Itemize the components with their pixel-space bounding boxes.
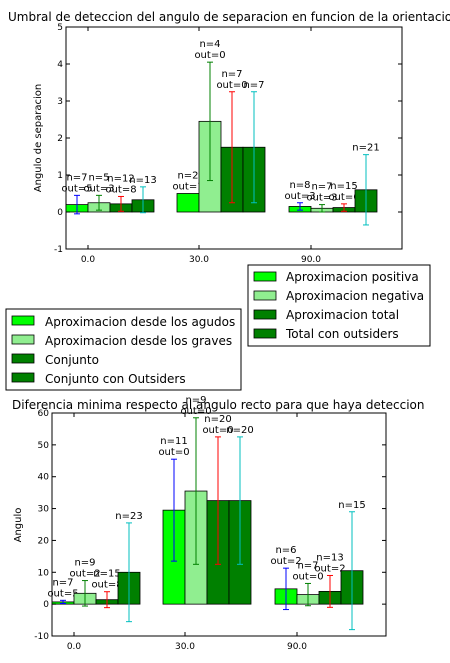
chart-2-out-label-s2-c1: out=0 <box>202 425 233 436</box>
chart-1-out-label-s2-c2: out=6 <box>328 192 359 203</box>
chart-2-count-label-s2-c0: n=15 <box>93 569 120 580</box>
chart-1-out-label-s0-c1: out=1 <box>172 182 203 193</box>
legend-2-label-graves: Aproximacion desde los graves <box>45 334 232 348</box>
chart-2-legend: Aproximacion desde los agudos Aproximaci… <box>5 308 242 391</box>
chart-1-ytick-label-6: 5 <box>57 23 63 33</box>
legend-2-label-conjunto: Conjunto <box>45 353 99 367</box>
chart-2-count-label-s1-c0: n=9 <box>74 558 95 569</box>
legend-1-label-negativa: Aproximacion negativa <box>286 289 424 303</box>
chart-1-count-label-s2-c0: n=12 <box>107 173 134 184</box>
chart-2-count-label-s3-c2: n=15 <box>338 500 365 511</box>
chart-2-count-label-s2-c1: n=20 <box>204 414 231 425</box>
chart-1-axes: -1 0 1 2 3 4 5 0.0 30.0 90.0 <box>54 23 402 265</box>
chart-1-xtick-label-0: 0.0 <box>81 255 96 265</box>
chart-1-xtick-label-2: 90.0 <box>301 255 321 265</box>
chart-1-ytick-label-4: 3 <box>57 97 63 107</box>
chart-2-ytick-label-3: 20 <box>38 536 50 546</box>
chart-2-out-label-s1-c0: out=2 <box>69 569 100 580</box>
legend-2-swatch-graves <box>11 334 35 345</box>
chart-2-ytick-label-4: 30 <box>38 505 50 515</box>
chart-1-count-label-s0-c0: n=7 <box>66 172 87 183</box>
chart-2-out-label-s2-c2: out=2 <box>314 563 345 574</box>
chart-2-marks: n=7out=5n=11out=0n=6out=2n=9out=2n=9out=… <box>47 395 366 631</box>
legend-1-swatch-negativa <box>253 290 277 301</box>
chart-1-out-label-s1-c1: out=0 <box>194 50 225 61</box>
chart-2-xtick-label-2: 90.0 <box>287 642 307 652</box>
chart-2-legend-box <box>5 308 242 391</box>
chart-2-ytick-label-6: 50 <box>38 441 50 451</box>
chart-2-count-label-s1-c2: n=7 <box>297 560 318 571</box>
chart-2-count-label-s1-c1: n=9 <box>185 395 206 406</box>
chart-2: Diferencia minima respecto al angulo rec… <box>12 395 425 652</box>
chart-2-count-label-s2-c2: n=13 <box>316 552 343 563</box>
chart-2-count-label-s0-c1: n=11 <box>160 436 187 447</box>
legend-2-swatch-outsiders <box>11 372 35 383</box>
chart-2-ytick-label-7: 60 <box>38 409 50 419</box>
legend-2-swatch-conjunto <box>11 353 35 364</box>
chart-1-out-label-s1-c0: out=3 <box>83 183 114 194</box>
chart-1-legend: Aproximacion positiva Aproximacion negat… <box>247 264 431 347</box>
chart-1-bar-s0-c1 <box>176 193 200 213</box>
chart-2-out-label-s1-c2: out=0 <box>292 571 323 582</box>
chart-1-count-label-s3-c2: n=21 <box>352 143 379 154</box>
chart-1-ytick-label-5: 4 <box>57 60 63 70</box>
chart-2-out-label-s0-c2: out=2 <box>270 556 301 567</box>
legend-1-label-outsiders: Total con outsiders <box>285 327 399 341</box>
chart-2-xtick-label-1: 30.0 <box>175 642 195 652</box>
chart-2-out-label-s0-c1: out=0 <box>158 447 189 458</box>
chart-1-out-label-s2-c0: out=8 <box>105 184 136 195</box>
chart-2-ytick-label-5: 40 <box>38 473 50 483</box>
chart-2-axes: -10 0 10 20 30 40 50 60 0.0 30.0 90.0 <box>34 409 386 652</box>
chart-2-title: Diferencia minima respecto al angulo rec… <box>12 398 425 412</box>
chart-1-count-label-s2-c1: n=7 <box>221 69 242 80</box>
chart-1-out-label-s0-c0: out=5 <box>61 183 92 194</box>
chart-1-count-label-s0-c2: n=8 <box>289 180 310 191</box>
chart-1-ytick-label-2: 1 <box>57 171 63 181</box>
chart-1-count-label-s1-c2: n=7 <box>311 182 332 193</box>
chart-1-count-label-s0-c1: n=2 <box>177 171 198 182</box>
chart-1-count-label-s2-c2: n=15 <box>330 181 357 192</box>
chart-2-count-label-s0-c2: n=6 <box>275 545 296 556</box>
chart-1-count-label-s3-c1: n=7 <box>243 80 264 91</box>
chart-2-ytick-label-2: 10 <box>38 568 50 578</box>
chart-2-ytick-label-0: -10 <box>34 632 49 642</box>
chart-1-title: Umbral de deteccion del angulo de separa… <box>8 10 450 24</box>
chart-2-out-label-s0-c0: out=5 <box>47 588 78 599</box>
chart-1-ytick-label-3: 2 <box>57 134 63 144</box>
legend-2-swatch-agudos <box>11 315 35 326</box>
chart-1-ytick-label-0: -1 <box>54 245 63 255</box>
chart-2-ytick-label-1: 0 <box>43 600 49 610</box>
chart-1-count-label-s1-c1: n=4 <box>199 39 220 50</box>
legend-1-swatch-total <box>253 309 277 320</box>
chart-1-legend-box <box>247 264 431 347</box>
legend-1-swatch-outsiders <box>253 328 277 339</box>
chart-2-count-label-s3-c1: n=20 <box>226 425 253 436</box>
chart-2-y-axis-label: Angulo <box>13 508 24 543</box>
legend-2-label-outsiders: Conjunto con Outsiders <box>45 372 186 386</box>
chart-1-count-label-s3-c0: n=13 <box>129 175 156 186</box>
chart-1-out-label-s2-c1: out=0 <box>216 80 247 91</box>
legend-1-label-positiva: Aproximacion positiva <box>286 270 419 284</box>
legend-1-label-total: Aproximacion total <box>286 308 399 322</box>
legend-2-label-agudos: Aproximacion desde los agudos <box>45 315 235 329</box>
chart-2-count-label-s3-c0: n=23 <box>115 511 142 522</box>
chart-1-out-label-s1-c2: out=3 <box>306 193 337 204</box>
chart-2-out-label-s1-c1: out=0 <box>180 406 211 417</box>
chart-2-count-label-s0-c0: n=7 <box>52 577 73 588</box>
chart-2-out-label-s2-c0: out=8 <box>91 580 122 591</box>
chart-1-plot-area <box>65 26 403 250</box>
chart-1-count-label-s1-c0: n=5 <box>88 172 109 183</box>
chart-1-ytick-label-1: 0 <box>57 208 63 218</box>
chart-1: Umbral de deteccion del angulo de separa… <box>8 10 450 265</box>
legend-1-swatch-positiva <box>253 271 277 282</box>
chart-1-y-axis-label: Angulo de separacion <box>33 84 44 192</box>
chart-1-out-label-s0-c2: out=3 <box>284 191 315 202</box>
chart-2-xtick-label-0: 0.0 <box>67 642 82 652</box>
chart-1-xtick-label-1: 30.0 <box>189 255 209 265</box>
